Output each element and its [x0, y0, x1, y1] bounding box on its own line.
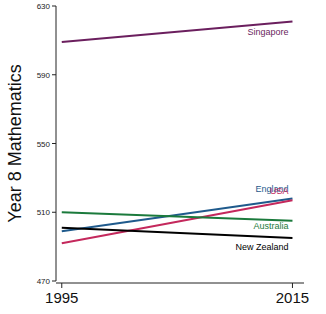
y-tick-label: 630 [37, 2, 51, 11]
series-line [62, 200, 293, 243]
plot-lines [62, 21, 293, 243]
y-tick [52, 74, 56, 75]
x-tick [61, 283, 62, 288]
y-tick-label: 550 [37, 140, 51, 149]
x-tick [292, 283, 293, 288]
y-tick [52, 6, 56, 7]
y-tick [52, 212, 56, 213]
y-tick [52, 143, 56, 144]
series-label: New Zealand [235, 242, 288, 252]
chart: 470 510 550 590 630 1995 2015 Year 8 Mathematic… [0, 0, 326, 314]
x-axis [56, 283, 304, 284]
series-line [62, 212, 293, 221]
series-line [62, 199, 293, 232]
x-tick-label: 1995 [45, 289, 78, 306]
x-tick-label: 2015 [276, 289, 309, 306]
series-label: Singapore [247, 27, 288, 37]
series-label: Australia [253, 221, 288, 231]
y-tick-label: 510 [37, 208, 51, 217]
series-line [62, 21, 293, 42]
y-tick [52, 281, 56, 282]
y-axis-label: Year 8 Mathematics [5, 64, 25, 222]
series-label: USA [270, 186, 289, 196]
y-tick-label: 470 [37, 277, 51, 286]
y-tick-label: 590 [37, 71, 51, 80]
